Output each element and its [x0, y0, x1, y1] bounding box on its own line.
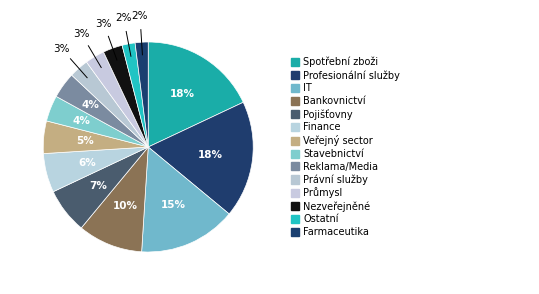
- Text: 2%: 2%: [132, 11, 148, 21]
- Text: 4%: 4%: [81, 100, 99, 110]
- Wedge shape: [56, 75, 148, 147]
- Text: 15%: 15%: [161, 200, 186, 210]
- Text: 18%: 18%: [198, 150, 223, 160]
- Text: 3%: 3%: [95, 19, 112, 29]
- Wedge shape: [135, 42, 148, 147]
- Text: 3%: 3%: [73, 29, 89, 39]
- Wedge shape: [122, 43, 148, 147]
- Text: 2%: 2%: [115, 13, 132, 23]
- Text: 6%: 6%: [78, 158, 96, 168]
- Legend: Spotřební zboži, Profesionální služby, IT, Bankovnictví, Pojišťovny, Finance, Ve: Spotřební zboži, Profesionální služby, I…: [291, 57, 400, 237]
- Wedge shape: [46, 96, 148, 147]
- Wedge shape: [43, 121, 148, 153]
- Text: 4%: 4%: [73, 116, 91, 126]
- Wedge shape: [86, 52, 148, 147]
- Text: 7%: 7%: [89, 181, 107, 191]
- Wedge shape: [44, 147, 148, 192]
- Text: 10%: 10%: [113, 201, 137, 211]
- Text: 5%: 5%: [77, 136, 94, 146]
- Wedge shape: [53, 147, 148, 228]
- Text: 3%: 3%: [53, 44, 70, 54]
- Wedge shape: [81, 147, 148, 252]
- Wedge shape: [142, 147, 229, 252]
- Wedge shape: [148, 42, 243, 147]
- Wedge shape: [148, 102, 253, 214]
- Wedge shape: [103, 45, 148, 147]
- Text: 18%: 18%: [169, 89, 195, 99]
- Wedge shape: [72, 62, 148, 147]
